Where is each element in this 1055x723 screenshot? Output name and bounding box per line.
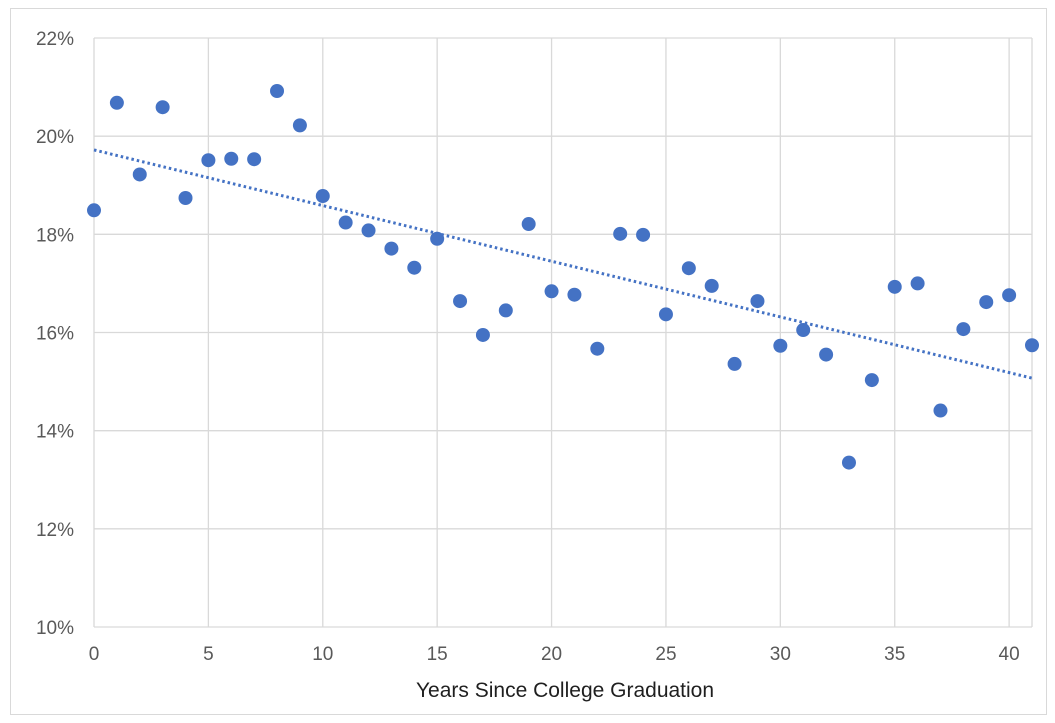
trendline-layer [93,148,1033,380]
data-point [773,338,788,353]
x-tick-label: 30 [770,644,791,665]
data-point [636,227,651,242]
data-point [887,279,902,294]
data-point [1002,288,1017,303]
data-point [178,191,193,206]
data-point [338,215,353,230]
x-tick-label: 5 [203,644,214,665]
x-axis-title: Years Since College Graduation [416,679,714,702]
data-point [910,276,925,291]
y-axis-ticks: 10% 12% 14% 16% 18% 20% 22% [36,29,74,639]
x-tick-label: 40 [999,644,1020,665]
y-tick-label: 20% [36,127,74,148]
data-point [132,167,147,182]
data-point [498,303,513,318]
trendline [93,148,1033,380]
data-point [270,84,285,99]
y-tick-label: 12% [36,520,74,541]
data-point [750,294,765,309]
data-point [247,152,262,167]
x-tick-label: 20 [541,644,562,665]
data-point [430,231,445,246]
data-point [407,260,422,275]
data-point [155,100,170,115]
data-point [315,189,330,204]
data-point [453,294,468,309]
data-point [109,95,124,110]
data-point [796,323,811,338]
y-tick-label: 18% [36,225,74,246]
data-point [658,307,673,322]
data-point [544,284,559,299]
data-point [87,203,101,218]
data-point [475,327,490,342]
data-point [933,403,948,418]
data-point [704,278,719,293]
data-point [841,455,856,470]
data-point [384,241,399,256]
data-point [1025,338,1039,353]
data-point [956,322,971,337]
data-point [727,356,742,371]
data-point [979,295,994,310]
y-tick-label: 16% [36,324,74,345]
data-point [590,341,605,356]
y-tick-label: 14% [36,422,74,443]
data-point [681,261,696,276]
y-tick-label: 10% [36,618,74,639]
x-tick-label: 25 [655,644,676,665]
data-point [201,153,216,168]
gridlines [93,37,1033,628]
data-points [87,84,1039,470]
chart-frame [10,8,1047,715]
data-point [361,223,376,238]
data-point [521,217,536,232]
data-point [613,226,628,241]
data-point [224,151,239,166]
data-point [567,287,582,302]
x-axis-ticks: 0 5 10 15 20 25 30 35 40 [89,644,1020,665]
y-tick-label: 22% [36,29,74,50]
data-point [292,118,307,133]
x-tick-label: 35 [884,644,905,665]
x-tick-label: 0 [89,644,100,665]
data-point [864,373,879,388]
data-point [819,347,834,362]
x-tick-label: 10 [312,644,333,665]
x-tick-label: 15 [427,644,448,665]
